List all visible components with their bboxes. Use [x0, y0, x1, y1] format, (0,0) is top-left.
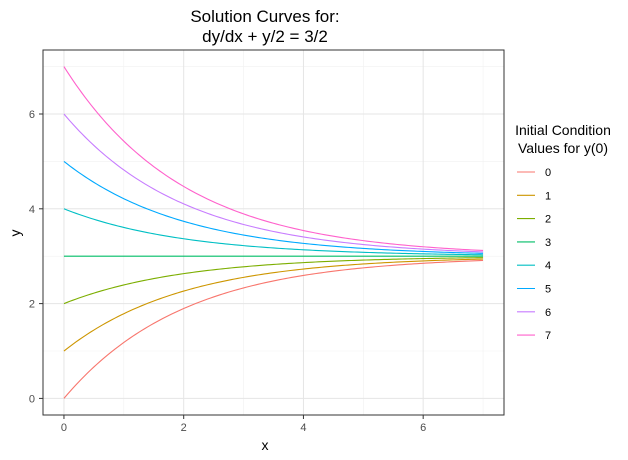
series-line-2	[63, 257, 484, 305]
legend-label-3: 3	[545, 237, 551, 249]
legend-label-2: 2	[545, 214, 551, 226]
legend-label-4: 4	[545, 260, 551, 272]
series-line-7	[63, 66, 484, 252]
series-line-1	[63, 258, 484, 352]
plot-border	[42, 49, 505, 416]
y-tick-label: 2	[29, 299, 35, 311]
legend-label-7: 7	[545, 330, 551, 342]
series-line-5	[63, 160, 484, 254]
x-tick-label: 0	[61, 422, 67, 434]
y-tick-label: 4	[29, 204, 35, 216]
chart-title-line-1: Solution Curves for:	[190, 7, 339, 26]
y-tick-label: 6	[29, 109, 35, 121]
x-tick-label: 2	[181, 422, 187, 434]
legend-label-5: 5	[545, 284, 551, 296]
legend-title-line-2: Values for y(0)	[518, 140, 608, 156]
series-line-6	[63, 113, 484, 253]
legend-label-1: 1	[545, 190, 551, 202]
chart-title-line-2: dy/dx + y/2 = 3/2	[202, 27, 328, 46]
legend-label-0: 0	[545, 167, 551, 179]
series-line-4	[63, 208, 484, 256]
x-axis-title: x	[262, 437, 269, 453]
x-tick-label: 6	[420, 422, 426, 434]
legend: 0 1 2 3 4 5 6 7	[517, 167, 551, 342]
legend-title-line-1: Initial Condition	[515, 122, 611, 138]
plot-panel: 0 2 4 6 0 2 4 6	[29, 49, 505, 434]
series-line-0	[63, 259, 484, 399]
legend-label-6: 6	[545, 307, 551, 319]
x-tick-label: 4	[300, 422, 306, 434]
plot-background	[43, 50, 504, 415]
y-axis-title: y	[7, 230, 23, 237]
y-tick-label: 0	[29, 393, 35, 405]
